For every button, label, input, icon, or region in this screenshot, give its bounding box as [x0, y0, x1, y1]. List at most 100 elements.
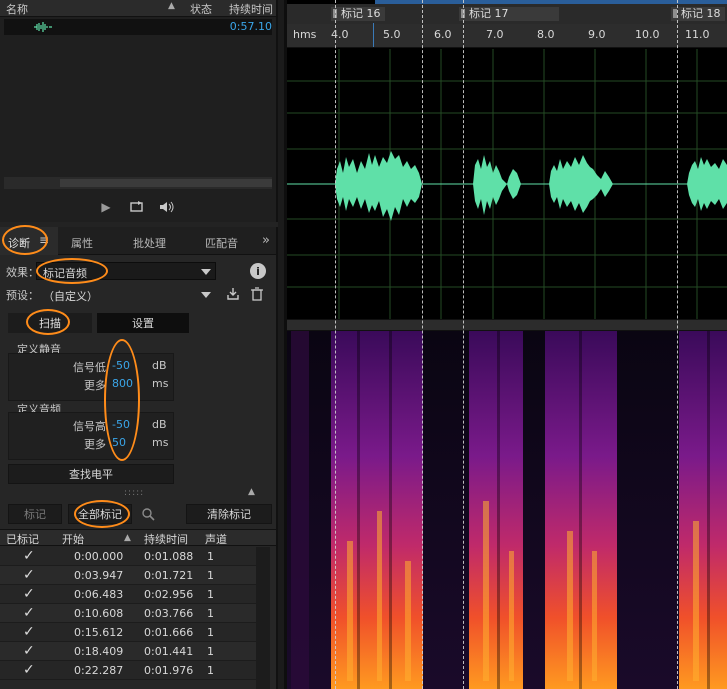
column-status[interactable]: 状态 — [190, 3, 212, 16]
volume-icon[interactable] — [158, 198, 176, 216]
check-icon[interactable]: ✓ — [23, 567, 35, 583]
silence-group-title: 定义静音 — [17, 343, 61, 356]
table-row[interactable]: ✓ 0:15.612 0:01.666 1 — [0, 623, 256, 642]
check-icon[interactable]: ✓ — [23, 548, 35, 564]
silence-more-label: 更多 — [84, 379, 106, 392]
ms-unit: ms — [152, 436, 169, 449]
trash-icon[interactable] — [249, 286, 265, 302]
marker-17[interactable]: 标记 17 — [459, 7, 559, 21]
audio-group — [8, 412, 174, 460]
column-name[interactable]: 名称 — [6, 3, 28, 16]
spectral-view[interactable] — [287, 331, 727, 689]
files-scrollbar[interactable] — [4, 177, 272, 189]
audio-signal-value[interactable]: -50 — [112, 418, 130, 431]
sort-up-icon[interactable]: ▲ — [124, 533, 131, 543]
ruler-tick: 5.0 — [383, 28, 401, 41]
silence-signal-value[interactable]: -50 — [112, 359, 130, 372]
waveform-view[interactable] — [287, 49, 727, 319]
tab-batch[interactable]: 批处理 — [133, 237, 166, 250]
mark-all-button[interactable]: 全部标记 — [68, 504, 132, 524]
column-start[interactable]: 开始 — [62, 533, 84, 546]
effect-dropdown[interactable]: 标记音频 — [36, 262, 216, 280]
marker-bar: 标记 16 标记 17 标记 18 — [287, 4, 727, 24]
row-channel: 1 — [207, 645, 214, 658]
check-icon[interactable]: ✓ — [23, 662, 35, 678]
column-channel[interactable]: 声道 — [205, 533, 227, 546]
column-duration[interactable]: 持续时间 — [229, 3, 273, 16]
find-levels-button[interactable]: 查找电平 — [8, 464, 174, 484]
check-icon[interactable]: ✓ — [23, 586, 35, 602]
settings-tab[interactable]: 设置 — [97, 313, 189, 333]
table-row[interactable]: ✓ 0:18.409 0:01.441 1 — [0, 642, 256, 661]
time-selection-bar[interactable] — [375, 0, 727, 4]
diagnostics-panel: 诊断 ≡ 属性 批处理 匹配音 » 效果： 标记音频 i 预设： （自定义） 扫… — [0, 225, 278, 689]
playhead[interactable] — [373, 23, 374, 47]
scan-tab[interactable]: 扫描 — [8, 313, 92, 333]
clear-marks-label: 清除标记 — [207, 508, 251, 521]
files-scroll-thumb[interactable] — [60, 179, 272, 187]
time-ruler[interactable]: hms 4.0 5.0 6.0 7.0 8.0 9.0 10.0 11.0 — [287, 23, 727, 48]
row-start: 0:10.608 — [74, 607, 124, 620]
row-duration: 0:03.766 — [144, 607, 194, 620]
panel-menu-icon[interactable]: ≡ — [39, 233, 50, 247]
mark-button[interactable]: 标记 — [8, 504, 62, 524]
row-duration: 0:02.956 — [144, 588, 194, 601]
tab-match-loudness[interactable]: 匹配音 — [205, 237, 238, 250]
silence-more-value[interactable]: 800 — [112, 377, 133, 390]
row-channel: 1 — [207, 626, 214, 639]
column-marked[interactable]: 已标记 — [6, 533, 39, 546]
marker-18[interactable]: 标记 18 — [671, 7, 725, 21]
view-divider[interactable] — [287, 319, 727, 331]
preset-label: 预设： — [6, 289, 39, 302]
row-duration: 0:01.976 — [144, 664, 194, 677]
row-duration: 0:01.666 — [144, 626, 194, 639]
overflow-chevron-icon[interactable]: » — [262, 233, 270, 248]
table-row[interactable]: ✓ 0:06.483 0:02.956 1 — [0, 585, 256, 604]
table-row[interactable]: ✓ 0:10.608 0:03.766 1 — [0, 604, 256, 623]
check-icon[interactable]: ✓ — [23, 643, 35, 659]
preset-dropdown[interactable]: （自定义） — [36, 285, 216, 303]
ruler-tick: 10.0 — [635, 28, 660, 41]
collapse-up-icon[interactable]: ▲ — [248, 487, 255, 497]
waveform-thumbnail-icon — [34, 22, 52, 32]
check-icon[interactable]: ✓ — [23, 624, 35, 640]
active-tab-background — [0, 227, 58, 255]
table-row[interactable]: ✓ 0:00.000 0:01.088 1 — [0, 547, 256, 566]
table-row[interactable]: ✓ 0:22.287 0:01.976 1 — [0, 661, 256, 680]
clear-marks-button[interactable]: 清除标记 — [186, 504, 272, 524]
row-channel: 1 — [207, 607, 214, 620]
marker-16[interactable]: 标记 16 — [331, 7, 385, 21]
search-icon[interactable] — [140, 506, 156, 522]
ruler-tick: 4.0 — [331, 28, 349, 41]
table-row[interactable]: ✓ 0:03.947 0:01.721 1 — [0, 566, 256, 585]
tab-diagnostics[interactable]: 诊断 — [8, 237, 30, 250]
check-icon[interactable]: ✓ — [23, 605, 35, 621]
info-icon[interactable]: i — [250, 263, 266, 279]
waveform-editor: 标记 16 标记 17 标记 18 hms 4.0 5.0 6.0 7.0 8.… — [284, 0, 727, 689]
file-row[interactable]: 0:57.10 — [4, 19, 272, 35]
loop-icon[interactable] — [128, 198, 146, 216]
db-unit: dB — [152, 359, 167, 372]
resize-grip-icon[interactable]: ::::: — [124, 488, 145, 498]
find-levels-label: 查找电平 — [69, 468, 113, 481]
preset-value: （自定义） — [43, 290, 98, 303]
audio-more-value[interactable]: 50 — [112, 436, 126, 449]
marks-table-scrollbar[interactable] — [256, 547, 270, 689]
panel-tabs: 诊断 ≡ 属性 批处理 匹配音 » — [0, 225, 276, 255]
tab-properties[interactable]: 属性 — [71, 237, 93, 250]
chevron-down-icon — [201, 292, 211, 298]
save-preset-icon[interactable] — [225, 286, 241, 302]
sort-up-icon[interactable]: ▲ — [168, 1, 175, 11]
row-start: 0:03.947 — [74, 569, 124, 582]
left-column: 名称 ▲ 状态 持续时间 0:57.10 ▶ 诊断 ≡ 属性 批处理 — [0, 0, 278, 689]
marker-line — [422, 0, 423, 689]
marker-line — [463, 0, 464, 689]
row-start: 0:15.612 — [74, 626, 124, 639]
column-duration[interactable]: 持续时间 — [144, 533, 188, 546]
row-start: 0:00.000 — [74, 550, 124, 563]
row-start: 0:06.483 — [74, 588, 124, 601]
row-channel: 1 — [207, 569, 214, 582]
ruler-tick: 9.0 — [588, 28, 606, 41]
play-icon[interactable]: ▶ — [101, 200, 111, 214]
silence-group — [8, 353, 174, 401]
